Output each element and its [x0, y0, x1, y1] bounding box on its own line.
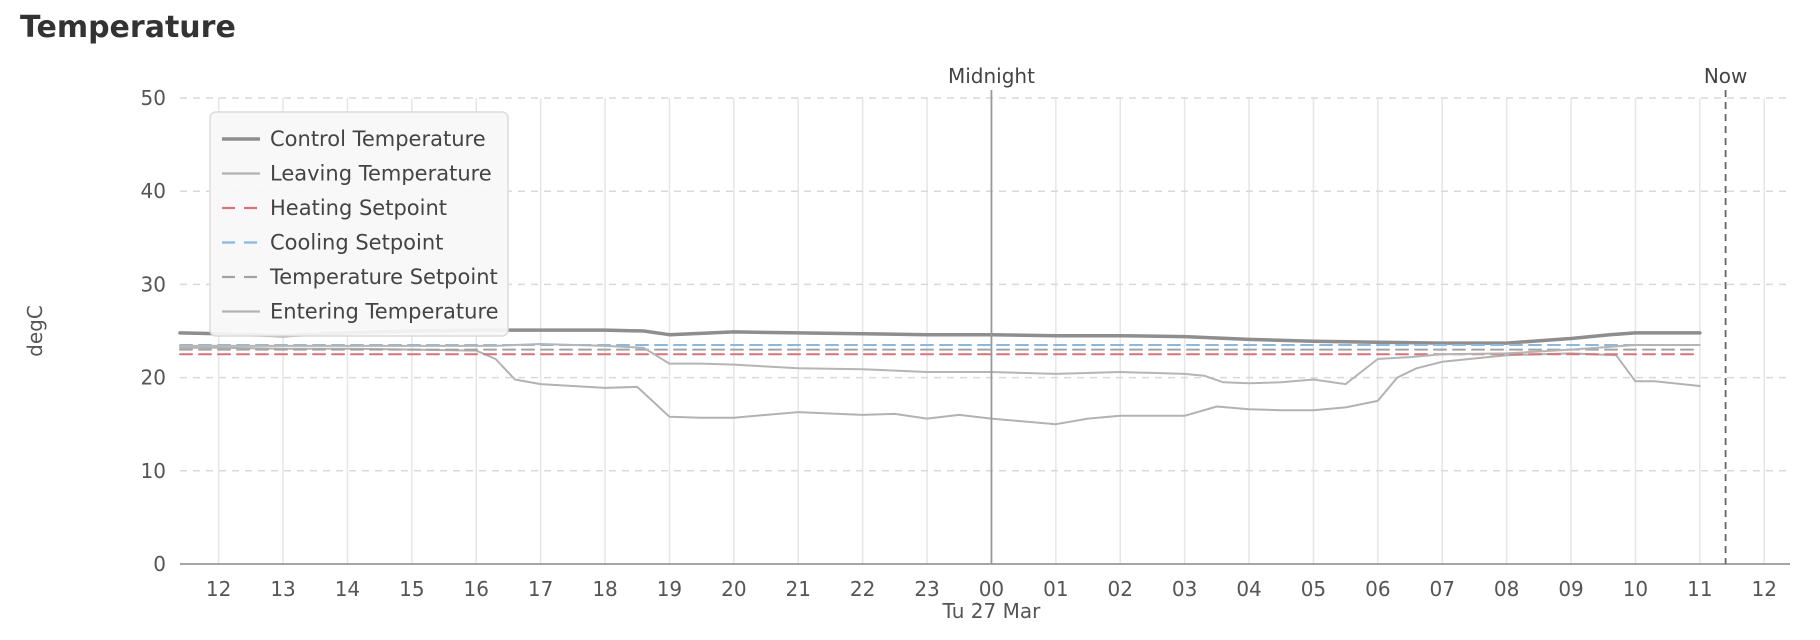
x-tick-label: 23	[914, 577, 939, 601]
x-tick-label: 09	[1558, 577, 1583, 601]
chart-title: Temperature	[20, 10, 236, 45]
legend-label: Heating Setpoint	[270, 196, 447, 220]
marker-label: Midnight	[948, 64, 1035, 88]
y-axis-label: degC	[23, 305, 47, 357]
x-tick-label: 11	[1687, 577, 1712, 601]
legend-label: Leaving Temperature	[270, 162, 492, 186]
legend-box	[209, 111, 509, 337]
series-line	[179, 343, 1701, 386]
x-tick-label: 06	[1365, 577, 1390, 601]
x-tick-label: 04	[1236, 577, 1261, 601]
marker-label: Now	[1704, 64, 1748, 88]
x-tick-label: 14	[335, 577, 360, 601]
x-tick-label: 15	[399, 577, 424, 601]
x-tick-label: 08	[1494, 577, 1519, 601]
x-tick-label: 10	[1623, 577, 1648, 601]
legend-label: Control Temperature	[270, 127, 486, 151]
x-date-label: Tu 27 Mar	[942, 599, 1042, 623]
x-tick-label: 21	[786, 577, 811, 601]
x-tick-label: 12	[206, 577, 231, 601]
y-tick-label: 30	[141, 272, 166, 296]
y-tick-label: 40	[141, 179, 166, 203]
x-tick-label: 02	[1108, 577, 1133, 601]
legend-label: Entering Temperature	[270, 300, 499, 324]
x-tick-label: 05	[1301, 577, 1326, 601]
x-tick-label: 01	[1043, 577, 1068, 601]
x-tick-label: 00	[979, 577, 1004, 601]
y-tick-label: 20	[141, 366, 166, 390]
x-tick-label: 16	[464, 577, 489, 601]
x-tick-label: 18	[592, 577, 617, 601]
x-tick-label: 07	[1430, 577, 1455, 601]
legend-label: Cooling Setpoint	[270, 231, 443, 255]
y-tick-label: 0	[153, 552, 166, 576]
legend-label: Temperature Setpoint	[269, 265, 498, 289]
x-tick-label: 22	[850, 577, 875, 601]
y-tick-label: 10	[141, 459, 166, 483]
x-tick-label: 17	[528, 577, 553, 601]
axis-layer: 12 13 14 15 16 17 18 19 20 21 22 23 00 01 02 03 04 05 06 07…	[23, 86, 1790, 623]
y-tick-label: 50	[141, 86, 166, 110]
x-tick-label: 12	[1752, 577, 1777, 601]
marker-layer: Midnight Now	[948, 64, 1747, 564]
series-line	[179, 346, 1701, 426]
x-tick-label: 03	[1172, 577, 1197, 601]
x-tick-label: 13	[270, 577, 295, 601]
x-tick-label: 20	[721, 577, 746, 601]
legend: Control Temperature Leaving Temperature He…	[209, 111, 509, 337]
x-tick-label: 19	[657, 577, 682, 601]
